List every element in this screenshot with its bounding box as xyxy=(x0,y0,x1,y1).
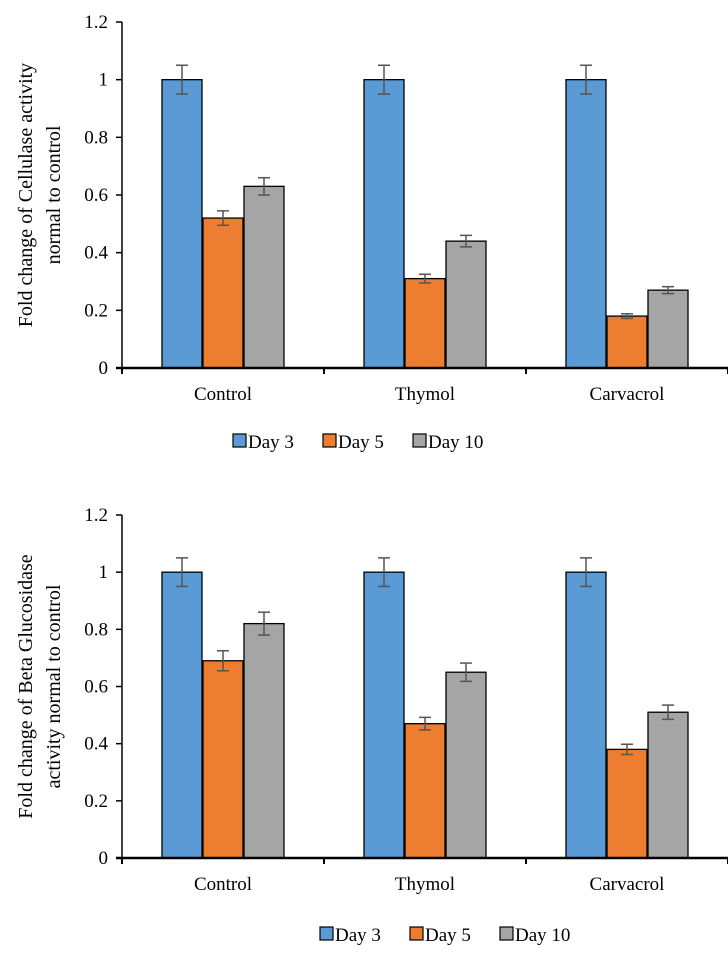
legend-item: Day 3 xyxy=(319,925,381,946)
legend-swatch xyxy=(322,433,337,448)
y-tick-label: 0.4 xyxy=(84,243,108,264)
legend-item: Day 5 xyxy=(409,925,471,946)
y-axis-label: Fold change of Beta Glucosidase activity … xyxy=(15,554,65,818)
error-bar xyxy=(621,743,633,756)
chart-2: 0 0.2 0.4 0.6 0.8 1 1.2 Fold change of Beta Glu… xyxy=(15,505,728,946)
legend: Day 3 Day 5 Day 10 xyxy=(232,432,483,453)
error-bar xyxy=(621,313,633,320)
error-bar xyxy=(378,64,390,95)
bar xyxy=(565,79,607,369)
bar xyxy=(647,289,689,369)
x-tick-label: Thymol xyxy=(395,874,455,895)
legend-label: Day 10 xyxy=(515,925,570,946)
legend-item: Day 10 xyxy=(412,432,483,453)
bar xyxy=(565,571,607,859)
y-tick-label: 0.6 xyxy=(84,185,108,206)
bar xyxy=(161,79,203,369)
error-bar xyxy=(580,557,592,588)
y-tick-label: 1 xyxy=(99,70,109,91)
error-bar xyxy=(419,273,431,284)
y-tick-label: 0.4 xyxy=(84,734,108,755)
error-bar xyxy=(580,64,592,95)
legend-item: Day 3 xyxy=(232,432,294,453)
bar xyxy=(243,622,285,859)
y-tick-label: 0.8 xyxy=(84,127,108,148)
legend-label: Day 10 xyxy=(428,432,483,453)
legend-swatch xyxy=(319,926,334,941)
x-tick-label: Thymol xyxy=(395,384,455,405)
x-tick-label: Carvacrol xyxy=(590,384,665,405)
y-tick-label: 1 xyxy=(99,562,109,583)
legend-label: Day 5 xyxy=(425,925,471,946)
legend-label: Day 3 xyxy=(248,432,294,453)
y-tick-label: 0.6 xyxy=(84,677,108,698)
y-tick-label: 1.2 xyxy=(84,505,108,526)
bar xyxy=(161,571,203,859)
y-axis-label-line: Fold change of Cellulase activity xyxy=(15,63,37,327)
error-bar xyxy=(217,650,229,672)
y-tick-label: 0.8 xyxy=(84,619,108,640)
bar xyxy=(647,711,689,859)
error-bar xyxy=(258,176,270,196)
y-axis-label-line: activity normal to control xyxy=(43,584,65,788)
legend-label: Day 5 xyxy=(338,432,384,453)
error-bar xyxy=(460,662,472,683)
bar xyxy=(363,571,405,859)
bar xyxy=(202,660,244,859)
x-tick-label: Carvacrol xyxy=(590,874,665,895)
bar xyxy=(606,315,648,369)
y-tick-label: 0 xyxy=(99,848,109,869)
error-bar xyxy=(662,285,674,295)
bar xyxy=(445,240,487,369)
x-tick-label: Control xyxy=(194,874,252,895)
bar xyxy=(404,277,446,369)
error-bar xyxy=(217,210,229,227)
legend-swatch xyxy=(499,926,514,941)
bar xyxy=(202,217,244,369)
y-tick-label: 0 xyxy=(99,358,109,379)
error-bar xyxy=(176,557,188,588)
error-bar xyxy=(419,716,431,731)
y-tick-label: 0.2 xyxy=(84,791,108,812)
bar xyxy=(243,185,285,369)
y-axis-label-line: normal to control xyxy=(43,125,65,264)
bar xyxy=(404,723,446,859)
legend-swatch xyxy=(232,433,247,448)
legend-item: Day 5 xyxy=(322,432,384,453)
y-axis-label: Fold change of Cellulase activity normal … xyxy=(15,63,65,327)
legend: Day 3 Day 5 Day 10 xyxy=(319,925,570,946)
y-tick-label: 0.2 xyxy=(84,300,108,321)
y-axis-label-line: Fold change of Beta Glucosidase xyxy=(15,554,37,818)
legend-item: Day 10 xyxy=(499,925,570,946)
error-bar xyxy=(460,234,472,248)
error-bar xyxy=(662,704,674,721)
error-bar xyxy=(258,611,270,636)
y-tick-label: 1.2 xyxy=(84,12,108,33)
bar xyxy=(606,748,648,859)
legend-label: Day 3 xyxy=(335,925,381,946)
error-bar xyxy=(176,64,188,95)
chart-1: 0 0.2 0.4 0.6 0.8 1 1.2 Fold change of Cellulas… xyxy=(15,12,728,453)
error-bar xyxy=(378,557,390,588)
x-tick-label: Control xyxy=(194,384,252,405)
legend-swatch xyxy=(409,926,424,941)
bar xyxy=(445,671,487,859)
bar xyxy=(363,79,405,369)
legend-swatch xyxy=(412,433,427,448)
